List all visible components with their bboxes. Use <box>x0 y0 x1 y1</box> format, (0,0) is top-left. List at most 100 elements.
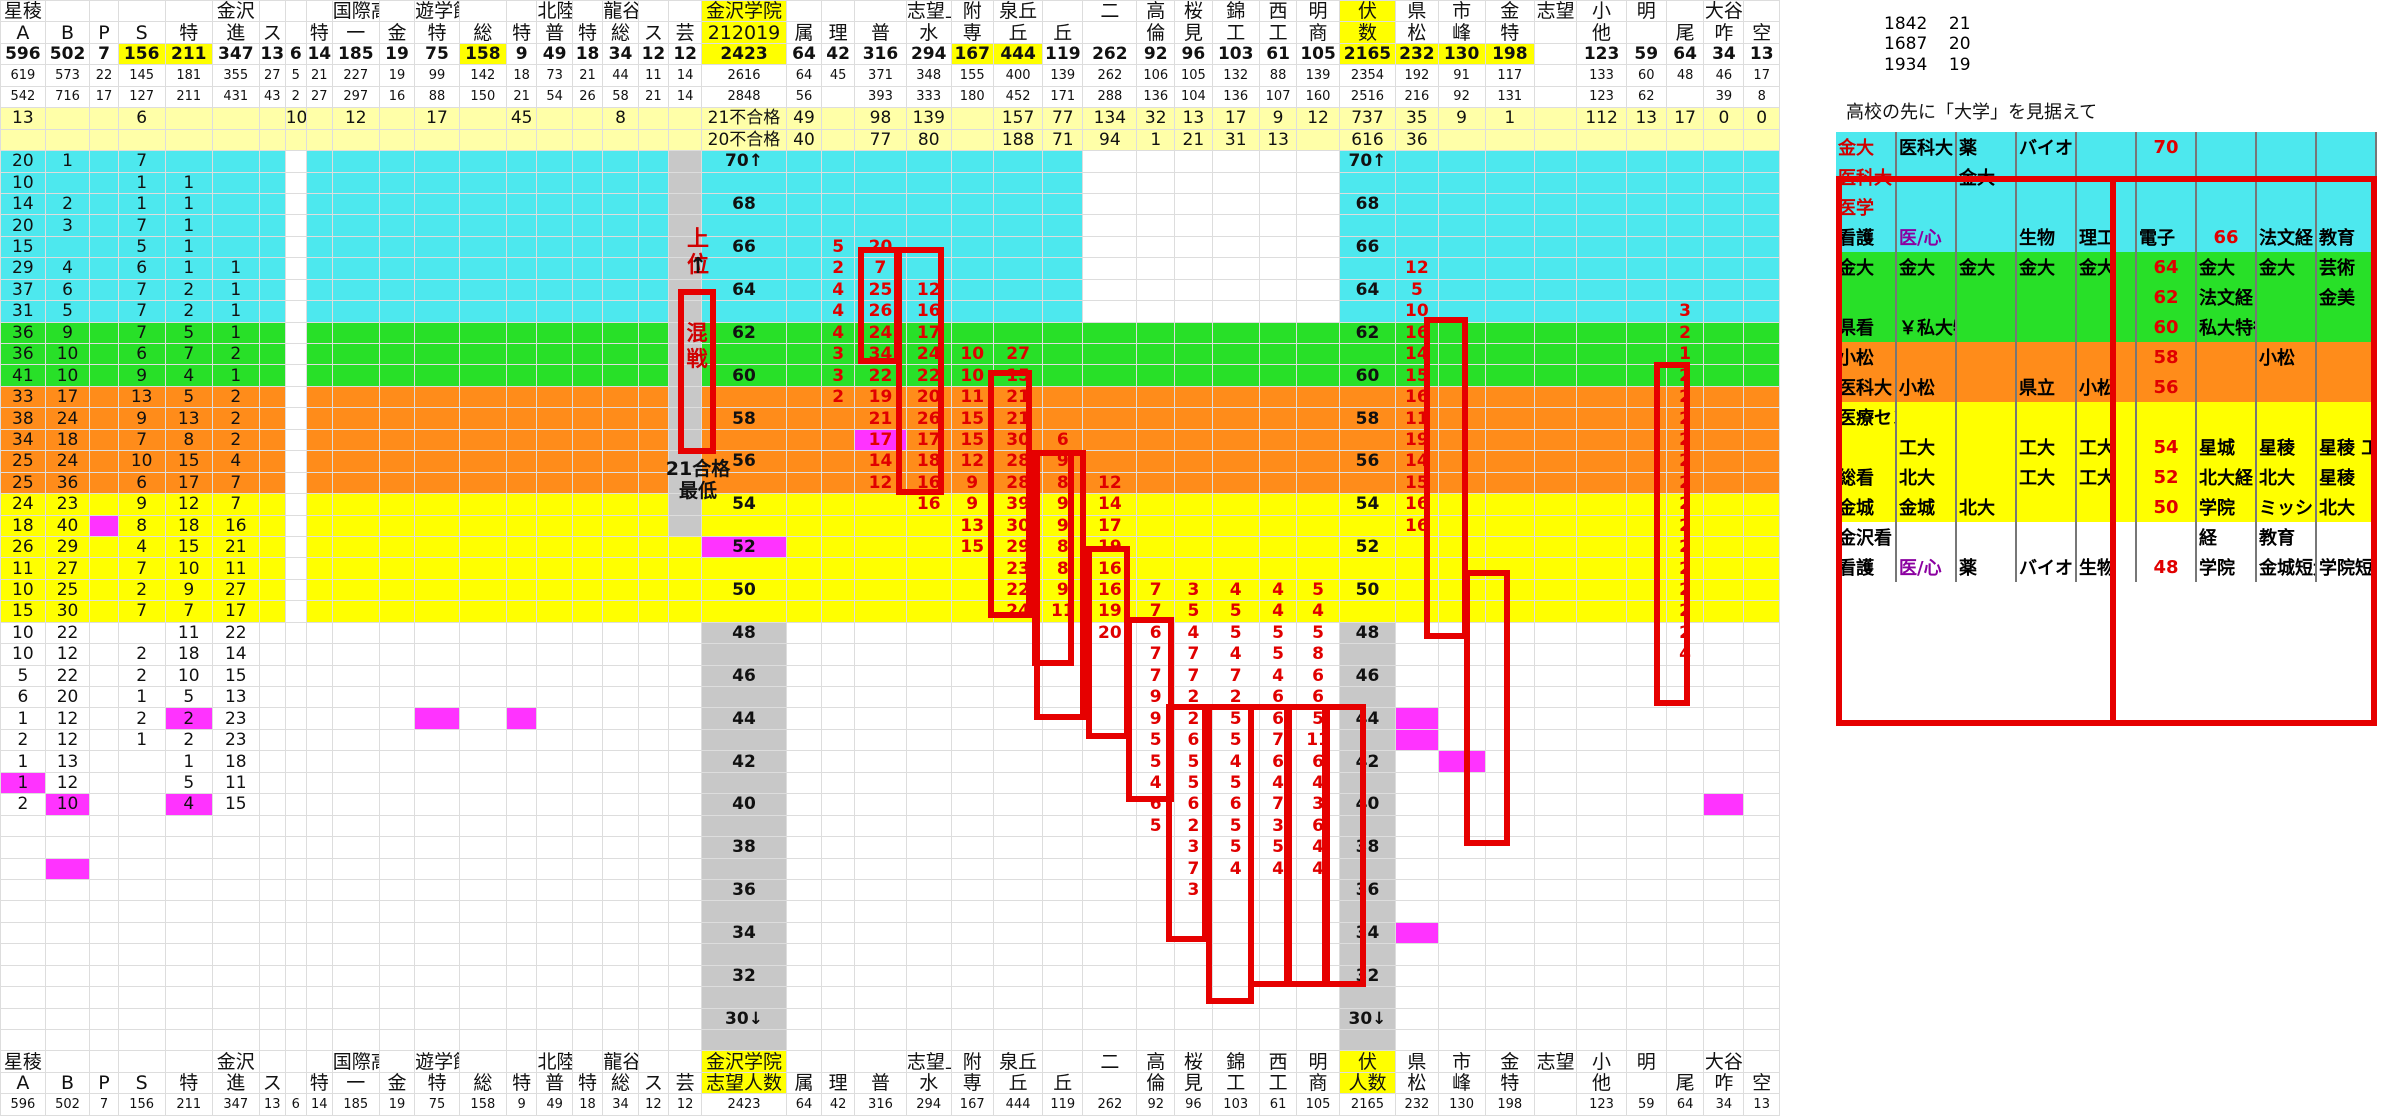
cell <box>1174 150 1213 173</box>
cell: 24 <box>854 321 907 345</box>
cell <box>1042 342 1084 366</box>
cell <box>117 943 166 966</box>
cell: ス <box>258 21 286 44</box>
cell <box>571 257 604 280</box>
cell: 7 <box>117 214 166 237</box>
cell: 3 <box>1296 793 1340 816</box>
cell <box>950 964 994 988</box>
cell: 16 <box>905 471 952 495</box>
cell <box>89 878 119 902</box>
cell <box>1703 450 1745 473</box>
cell <box>1136 257 1176 280</box>
cell <box>536 278 573 302</box>
cell <box>1296 557 1340 580</box>
guide-cell: 理工 <box>2076 222 2137 252</box>
cell <box>44 0 91 23</box>
cell <box>785 300 823 323</box>
cell: 160 <box>1296 85 1340 109</box>
guide-cell <box>2256 312 2317 342</box>
cell: 14 <box>305 1093 333 1116</box>
cell <box>89 493 119 516</box>
cell <box>414 300 460 323</box>
cell: 49 <box>785 107 823 130</box>
cell <box>505 450 538 473</box>
cell: 13 <box>1743 1093 1780 1116</box>
cell: 9 <box>1042 450 1084 473</box>
cell <box>414 278 460 302</box>
cell <box>1743 943 1780 966</box>
cell: 15 <box>950 428 994 452</box>
cell <box>1534 214 1578 237</box>
cell <box>821 535 856 559</box>
cell: 117 <box>1484 64 1536 87</box>
cell: 2 <box>211 428 260 452</box>
cell <box>1174 428 1213 452</box>
guide-cell <box>1956 312 2017 342</box>
cell <box>414 964 460 988</box>
cell <box>1576 986 1627 1009</box>
cell <box>1703 707 1745 730</box>
cell: 25 <box>854 278 907 302</box>
cell <box>1338 300 1397 323</box>
cell: 13 <box>1743 42 1780 66</box>
cell <box>536 535 573 559</box>
cell <box>1437 578 1486 602</box>
cell <box>1174 192 1213 216</box>
label-top-rank: 上位 <box>686 227 709 278</box>
cell <box>1534 707 1578 730</box>
cell: 人数 <box>1338 1071 1397 1095</box>
cell: 10 <box>164 557 213 580</box>
cell: 9 <box>1437 107 1486 130</box>
cell <box>785 986 823 1009</box>
cell <box>536 707 573 730</box>
cell: 17 <box>1082 514 1138 537</box>
cell: 18 <box>211 750 260 773</box>
cell: 2 <box>1665 450 1705 473</box>
cell <box>1484 214 1536 237</box>
cell: 10 <box>0 643 46 666</box>
cell <box>378 278 416 302</box>
cell <box>258 0 286 23</box>
cell <box>305 428 333 452</box>
cell <box>164 814 213 838</box>
cell <box>1534 535 1578 559</box>
cell <box>637 214 670 237</box>
cell: 616 <box>1338 128 1397 152</box>
cell <box>1437 771 1486 795</box>
cell <box>1534 621 1578 645</box>
cell <box>571 0 604 23</box>
cell <box>305 600 333 623</box>
cell: 35 <box>1395 107 1439 130</box>
cell <box>1484 964 1536 988</box>
cell <box>211 107 260 130</box>
cell <box>458 428 507 452</box>
cell <box>1082 171 1138 194</box>
cell <box>89 986 119 1009</box>
cell <box>602 235 639 259</box>
cell <box>571 685 604 709</box>
cell <box>211 878 260 902</box>
guide-cell <box>2076 282 2137 312</box>
cell <box>905 814 952 838</box>
cell <box>602 621 639 645</box>
cell: 13 <box>950 514 994 537</box>
cell: 2354 <box>1338 64 1397 87</box>
cell: 9 <box>117 407 166 430</box>
guide-cell <box>2316 312 2377 342</box>
cell <box>1703 321 1745 345</box>
cell <box>117 0 166 23</box>
cell <box>1743 1028 1780 1052</box>
guide-cell: 52 <box>2136 462 2197 492</box>
cell <box>1082 900 1138 923</box>
cell: 3 <box>1174 836 1213 859</box>
cell <box>1437 192 1486 216</box>
cell: 13 <box>211 685 260 709</box>
cell <box>1258 514 1298 537</box>
cell <box>1042 857 1084 880</box>
cell <box>785 1007 823 1031</box>
cell <box>854 0 907 23</box>
cell: 6 <box>0 685 46 709</box>
cell: 44 <box>1338 707 1397 730</box>
cell <box>571 986 604 1009</box>
guide-cell <box>1956 522 2017 552</box>
